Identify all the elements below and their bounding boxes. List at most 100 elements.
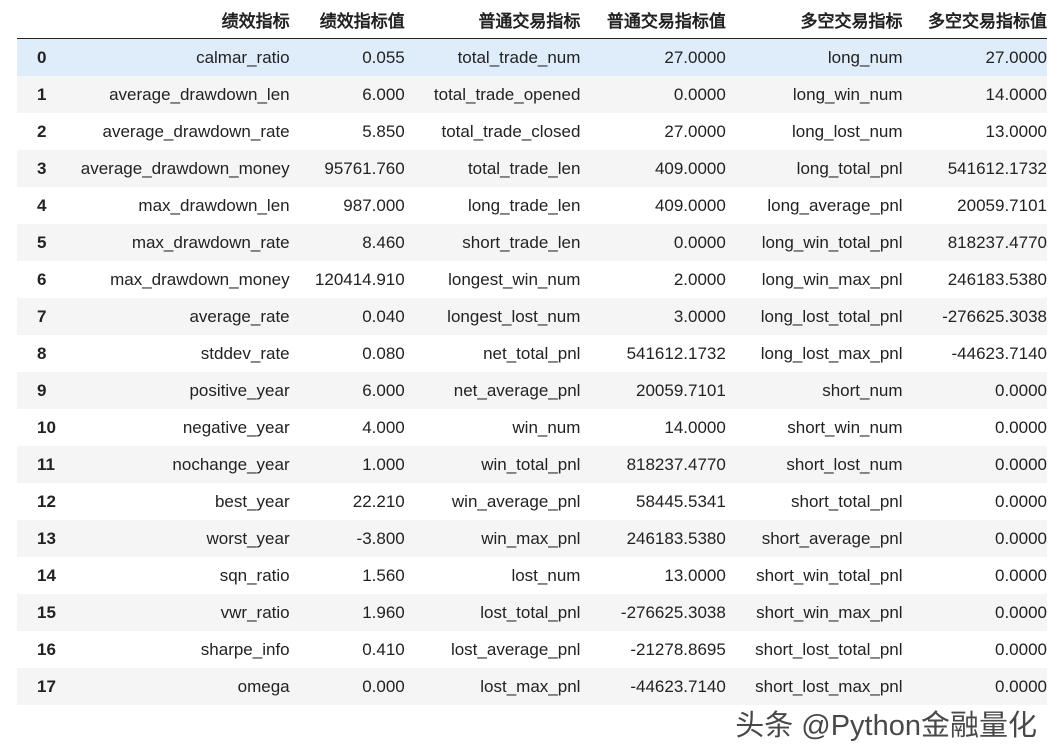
table-cell: 0.0000 [995, 380, 1047, 400]
table-cell: short_num [822, 380, 903, 400]
table-cell: 5.850 [362, 121, 405, 141]
column-header: 普通交易指标值 [580, 0, 726, 39]
header-row: 绩效指标 绩效指标值 普通交易指标 普通交易指标值 多空交易指标 多空交易指标值 [17, 0, 1047, 39]
table-cell: 14.0000 [985, 84, 1047, 104]
table-cell: average_drawdown_money [80, 158, 290, 178]
table-cell: 0.0000 [995, 528, 1047, 548]
row-index: 3 [37, 158, 47, 178]
table-cell: win_num [512, 417, 581, 437]
table-cell: 0.0000 [995, 454, 1047, 474]
table-cell: 8.460 [362, 232, 405, 252]
table-cell: positive_year [189, 380, 290, 400]
table-cell: lost_num [511, 565, 581, 585]
table-cell: best_year [214, 491, 290, 511]
table-cell: negative_year [182, 417, 290, 437]
watermark: 头条 @Python金融量化 [735, 710, 1037, 742]
table-cell: vwr_ratio [220, 602, 290, 622]
table-cell: 22.210 [352, 491, 405, 511]
table-cell: net_average_pnl [453, 380, 581, 400]
table-cell: short_average_pnl [761, 528, 903, 548]
table-row: 8 stddev_rate 0.080 net_total_pnl 541612.173… [17, 335, 1047, 372]
table-cell: 13.0000 [664, 565, 726, 585]
row-index: 10 [37, 417, 56, 437]
row-index: 15 [37, 602, 56, 622]
table-cell: 0.080 [362, 343, 405, 363]
row-index: 4 [37, 195, 47, 215]
row-index: 9 [37, 380, 47, 400]
table-cell: -276625.3038 [942, 306, 1047, 326]
table-row: 10 negative_year 4.000 win_num 14.0000 short_… [17, 409, 1047, 446]
table-cell: long_total_pnl [796, 158, 903, 178]
table-row: 15 vwr_ratio 1.960 lost_total_pnl -276625.30… [17, 594, 1047, 631]
table-cell: 0.040 [362, 306, 405, 326]
column-header: 多空交易指标值 [902, 0, 1047, 39]
table-row: 7 average_rate 0.040 longest_lost_num 3.0000… [17, 298, 1047, 335]
table-row: 0 calmar_ratio 0.055 total_trade_num 27.0000… [17, 38, 1047, 76]
table-cell: 6.000 [362, 84, 405, 104]
table-cell: net_total_pnl [483, 343, 581, 363]
table-cell: 6.000 [362, 380, 405, 400]
table-cell: 246183.5380 [626, 528, 726, 548]
table-cell: total_trade_num [457, 47, 581, 67]
row-index: 5 [37, 232, 47, 252]
table-cell: nochange_year [172, 454, 290, 474]
table-cell: total_trade_opened [433, 84, 581, 104]
table-cell: short_lost_max_pnl [755, 676, 903, 696]
table-cell: average_drawdown_rate [102, 121, 290, 141]
table-cell: 409.0000 [654, 158, 726, 178]
table-cell: omega [237, 676, 290, 696]
table-cell: 20059.7101 [636, 380, 726, 400]
table-cell: -276625.3038 [620, 602, 726, 622]
table-cell: 0.0000 [995, 565, 1047, 585]
table-row: 3 average_drawdown_money 95761.760 total_tr… [17, 150, 1047, 187]
table-row: 2 average_drawdown_rate 5.850 total_trade_c… [17, 113, 1047, 150]
table-cell: short_win_max_pnl [756, 602, 903, 622]
table-cell: total_trade_closed [441, 121, 581, 141]
table-cell: 0.0000 [995, 602, 1047, 622]
table-row: 11 nochange_year 1.000 win_total_pnl 818237.… [17, 446, 1047, 483]
table-cell: win_max_pnl [481, 528, 581, 548]
row-index: 0 [37, 47, 47, 67]
table-cell: max_drawdown_rate [131, 232, 290, 252]
table-cell: short_total_pnl [791, 491, 903, 511]
table-cell: 246183.5380 [947, 269, 1047, 289]
table-cell: worst_year [206, 528, 290, 548]
table-cell: 95761.760 [324, 158, 405, 178]
row-index: 2 [37, 121, 47, 141]
dataframe-table: 绩效指标 绩效指标值 普通交易指标 普通交易指标值 多空交易指标 多空交易指标值 0 cal… [17, 0, 1047, 705]
table-cell: long_average_pnl [767, 195, 903, 215]
table-cell: 0.0000 [995, 417, 1047, 437]
table-cell: -21278.8695 [630, 639, 726, 659]
table-row: 4 max_drawdown_len 987.000 long_trade_len 40… [17, 187, 1047, 224]
table-row: 5 max_drawdown_rate 8.460 short_trade_len 0.… [17, 224, 1047, 261]
table-cell: 58445.5341 [636, 491, 726, 511]
row-index: 12 [37, 491, 56, 511]
column-header: 多空交易指标 [725, 0, 903, 39]
table-cell: 541612.1732 [626, 343, 726, 363]
table-cell: max_drawdown_len [138, 195, 290, 215]
table-cell: 0.410 [362, 639, 405, 659]
table-cell: max_drawdown_money [110, 269, 290, 289]
column-header: 绩效指标值 [289, 0, 405, 39]
table-cell: 0.0000 [995, 491, 1047, 511]
table-cell: 0.0000 [995, 639, 1047, 659]
table-cell: 818237.4770 [626, 454, 726, 474]
table-cell: win_total_pnl [481, 454, 581, 474]
row-index: 8 [37, 343, 47, 363]
table-cell: 0.000 [362, 676, 405, 696]
table-cell: average_drawdown_len [109, 84, 290, 104]
table-row: 14 sqn_ratio 1.560 lost_num 13.0000 short_win… [17, 557, 1047, 594]
table-cell: 0.055 [362, 47, 405, 67]
table-cell: total_trade_len [467, 158, 581, 178]
row-index: 17 [37, 676, 56, 696]
row-index: 11 [37, 454, 55, 474]
table-cell: longest_win_num [448, 269, 581, 289]
table-cell: 13.0000 [985, 121, 1047, 141]
table-cell: sharpe_info [200, 639, 290, 659]
table-cell: 27.0000 [664, 121, 726, 141]
column-header: 普通交易指标 [404, 0, 581, 39]
table-cell: long_num [827, 47, 903, 67]
table-cell: 1.560 [362, 565, 405, 585]
table-cell: lost_max_pnl [480, 676, 581, 696]
table-cell: long_lost_max_pnl [760, 343, 903, 363]
